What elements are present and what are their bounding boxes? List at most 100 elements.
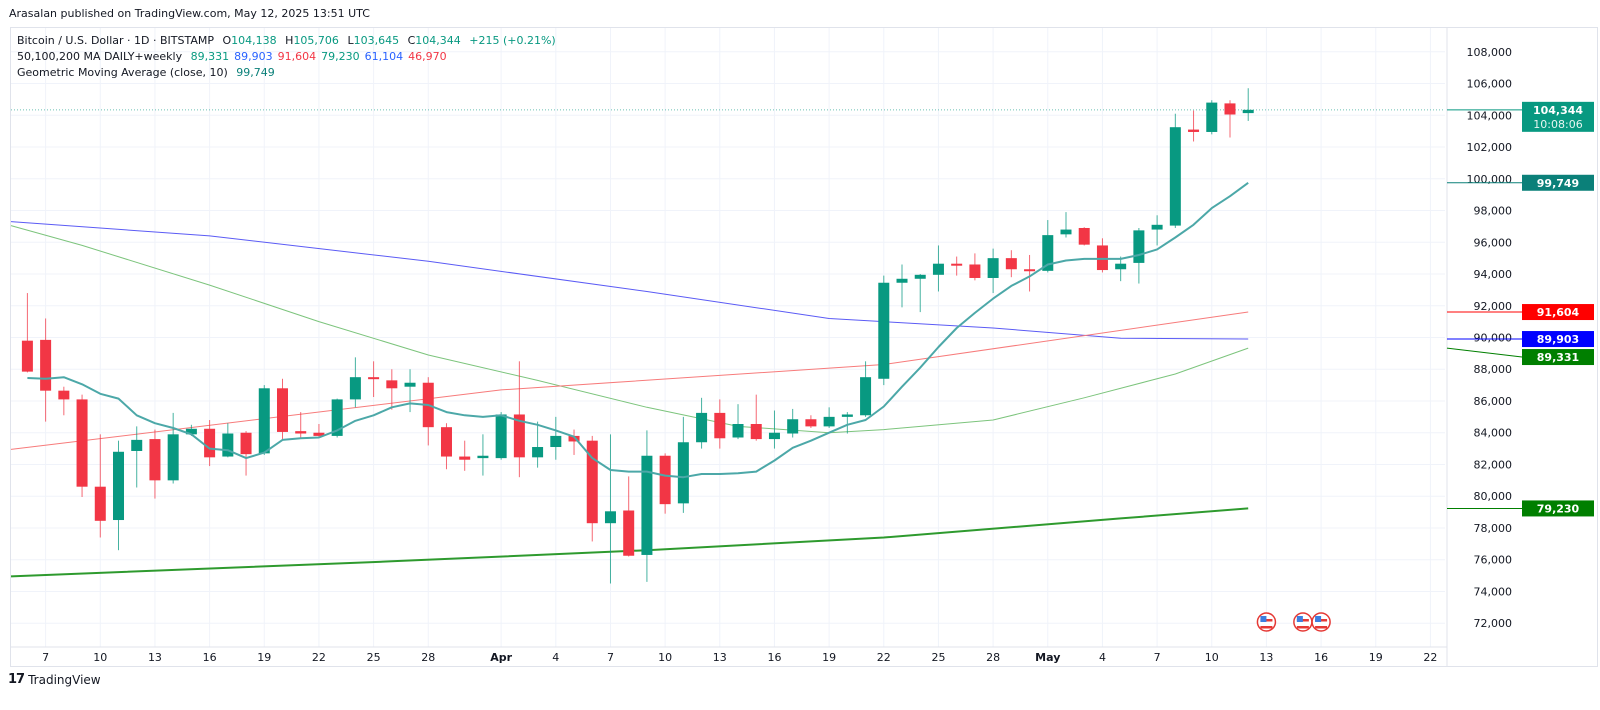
- candle-body-up: [677, 442, 689, 504]
- candle-body-down: [969, 264, 981, 278]
- price-axis-tick-label: 82,000: [1474, 458, 1513, 471]
- chart-frame: [10, 27, 1598, 667]
- price-axis-tick-label: 84,000: [1474, 427, 1513, 440]
- candle-body-down: [386, 380, 398, 389]
- candle-body-down: [1224, 103, 1236, 115]
- close-value: 104,344: [415, 34, 461, 47]
- price-badge-label: 99,749: [1537, 177, 1579, 190]
- symbol-legend-row: Bitcoin / U.S. Dollar · 1D · BITSTAMP O 1…: [17, 33, 556, 49]
- candle-body-up: [349, 377, 361, 400]
- price-axis-tick-label: 72,000: [1474, 617, 1513, 630]
- candle-body-down: [1096, 245, 1108, 271]
- candle-body-up: [914, 274, 926, 279]
- candle-body-up: [604, 511, 616, 524]
- price-badge: [1522, 349, 1594, 366]
- price-axis-tick-label: 76,000: [1474, 554, 1513, 567]
- flag-stripe: [1296, 626, 1309, 629]
- series-line-ma100: [10, 221, 1249, 340]
- candle-body-up: [878, 282, 890, 379]
- symbol-title: Bitcoin / U.S. Dollar · 1D · BITSTAMP: [17, 34, 214, 47]
- ma-legend-value: 89,331: [190, 50, 230, 63]
- close-label: C: [407, 34, 416, 47]
- candle-body-up: [258, 388, 270, 454]
- candle-body-down: [440, 427, 452, 457]
- time-axis-tick-label: 7: [607, 651, 614, 664]
- series-line-gma: [27, 181, 1249, 479]
- candle-body-down: [240, 432, 252, 455]
- candle-body-up: [1151, 224, 1163, 230]
- time-axis-tick-label: 4: [552, 651, 559, 664]
- candle-body-up: [404, 382, 416, 387]
- price-badge: [1522, 500, 1594, 517]
- time-axis-tick-label: 19: [257, 651, 271, 664]
- candle-body-up: [696, 412, 708, 443]
- price-badge-label: 104,344: [1533, 104, 1583, 117]
- price-axis-tick-label: 98,000: [1474, 205, 1513, 218]
- flag-stripe: [1315, 626, 1328, 629]
- price-axis-tick-label: 106,000: [1467, 78, 1513, 91]
- ma-legend-value: 61,104: [364, 50, 404, 63]
- candle-body-down: [204, 428, 216, 458]
- change-value: +215 (+0.21%): [469, 34, 556, 47]
- ma-indicator-title: 50,100,200 MA DAILY+weekly: [17, 50, 183, 63]
- candle-body-up: [477, 455, 489, 459]
- price-axis-tick-label: 86,000: [1474, 395, 1513, 408]
- us-flag-event-icon[interactable]: US economic event: [1311, 612, 1331, 632]
- low-label: L: [347, 34, 354, 47]
- candle-body-up: [1242, 109, 1254, 114]
- time-axis-tick-label: 13: [713, 651, 727, 664]
- candle-body-up: [113, 451, 125, 521]
- time-axis-tick-label: 22: [312, 651, 326, 664]
- time-axis-tick-label: 13: [148, 651, 162, 664]
- candle-body-up: [131, 439, 143, 451]
- candle-body-down: [76, 399, 88, 487]
- time-axis-tick-label: 7: [42, 651, 49, 664]
- candle-body-down: [951, 263, 963, 266]
- price-axis-tick-label: 90,000: [1474, 332, 1513, 345]
- candle-body-down: [21, 340, 33, 372]
- high-value: 105,706: [293, 34, 339, 47]
- time-axis-tick-label: 25: [931, 651, 945, 664]
- candle-body-up: [641, 455, 653, 555]
- flag-stripe: [1296, 623, 1309, 626]
- price-axis-tick-label: 80,000: [1474, 490, 1513, 503]
- price-badge-label: 91,604: [1537, 306, 1580, 319]
- ma-values: 89,331 89,903 91,604 79,230 61,104 46,970: [191, 50, 452, 63]
- candle-body-down: [659, 455, 671, 505]
- time-axis-tick-label: May: [1035, 651, 1060, 664]
- candle-body-up: [987, 258, 999, 278]
- time-axis-tick-label: 16: [1314, 651, 1328, 664]
- gma-indicator-title: Geometric Moving Average (close, 10): [17, 66, 228, 79]
- open-label: O: [222, 34, 232, 47]
- us-flag-event-icon[interactable]: US economic event: [1293, 612, 1313, 632]
- us-flag-event-icon[interactable]: US economic event: [1256, 612, 1277, 632]
- flag-stripe: [1260, 626, 1273, 629]
- time-axis-tick-label: 28: [421, 651, 435, 664]
- ma-legend-value: 91,604: [277, 50, 317, 63]
- tradingview-logo-icon: 17: [8, 672, 25, 687]
- candle-body-up: [841, 414, 853, 417]
- ma-legend-value: 79,230: [321, 50, 360, 63]
- flag-canton: [1260, 616, 1267, 622]
- price-axis-tick-label: 74,000: [1474, 585, 1513, 598]
- price-axis-tick-label: 100,000: [1467, 173, 1513, 186]
- series-line-ma50: [10, 225, 1249, 434]
- price-badge-label: 89,903: [1537, 333, 1579, 346]
- candle-body-down: [568, 435, 580, 442]
- flag-stripe: [1315, 623, 1328, 626]
- time-axis-tick-label: Apr: [490, 651, 512, 664]
- brand-name: TradingView: [28, 672, 101, 687]
- candle-body-up: [495, 414, 507, 459]
- price-axis-tick-label: 88,000: [1474, 363, 1513, 376]
- candle-body-down: [58, 390, 70, 400]
- price-axis-tick-label: 104,000: [1467, 109, 1513, 122]
- time-axis-tick-label: 7: [1154, 651, 1161, 664]
- time-axis-tick-label: 19: [822, 651, 836, 664]
- price-axis-tick-label: 102,000: [1467, 141, 1513, 154]
- candle-body-up: [222, 433, 234, 457]
- candle-body-up: [768, 432, 780, 440]
- candle-body-up: [167, 434, 179, 481]
- candle-body-down: [295, 431, 307, 434]
- candle-body-down: [368, 377, 380, 380]
